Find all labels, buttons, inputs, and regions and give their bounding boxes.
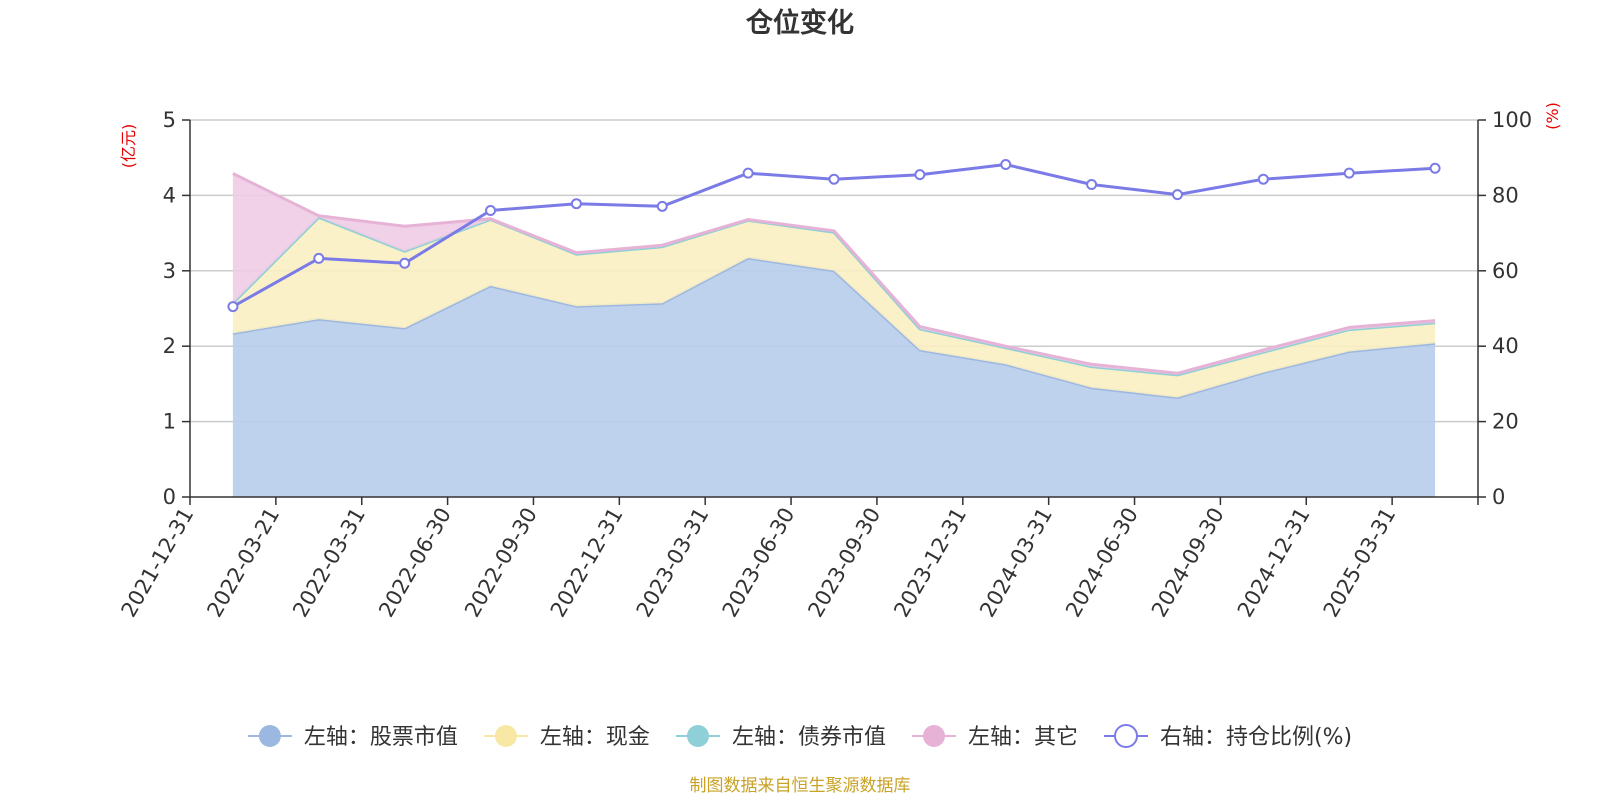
x-tick-label: 2024-09-30 <box>1147 504 1229 622</box>
legend-marker <box>258 725 281 747</box>
ratio-point <box>1086 178 1098 190</box>
ratio-point <box>1429 162 1441 174</box>
right-tick-label: 0 <box>1492 485 1505 509</box>
legend-marker <box>923 725 945 747</box>
right-tick-label: 40 <box>1492 334 1519 358</box>
x-tick-label: 2023-03-31 <box>632 504 714 622</box>
chart-title: 仓位变化 <box>745 7 854 39</box>
legend-label: 左轴：现金 <box>540 725 650 750</box>
legend-marker <box>1114 724 1138 748</box>
legend-marker <box>687 725 709 747</box>
legend-item: 左轴：其它 <box>912 725 1078 750</box>
left-tick-label: 2 <box>163 334 176 358</box>
legend-item: 左轴：债券市值 <box>676 725 886 750</box>
x-tick-label: 2023-06-30 <box>718 504 800 622</box>
ratio-point <box>399 257 411 269</box>
left-tick-label: 4 <box>163 183 176 207</box>
left-tick-label: 3 <box>163 259 176 283</box>
x-tick-label: 2022-03-21 <box>202 504 284 622</box>
x-tick-label: 2023-12-31 <box>889 504 971 622</box>
ratio-point <box>227 301 239 313</box>
x-tick-label: 2024-03-31 <box>975 504 1057 622</box>
area-edge-左轴：其它 <box>232 172 1436 375</box>
stacked-areas <box>231 172 1436 497</box>
x-tick-label: 2023-09-30 <box>803 504 885 622</box>
x-tick-label: 2022-03-31 <box>288 504 370 622</box>
x-tick-label: 2022-09-30 <box>460 504 542 622</box>
right-tick-label: 100 <box>1492 108 1532 132</box>
ratio-point <box>656 200 668 212</box>
ratio-point <box>1000 158 1012 170</box>
x-tick-label: 2024-12-31 <box>1233 504 1315 622</box>
x-tick-label: 2022-12-31 <box>546 504 628 622</box>
ratio-point <box>1171 189 1183 201</box>
right-tick-label: 80 <box>1492 183 1519 207</box>
ratio-point <box>914 169 926 181</box>
left-tick-label: 5 <box>163 108 176 132</box>
ratio-point <box>1257 173 1269 185</box>
right-axis-unit: (%) <box>1543 102 1562 130</box>
legend-item: 左轴：股票市值 <box>247 725 458 750</box>
left-tick-label: 0 <box>163 485 176 509</box>
legend-label: 左轴：债券市值 <box>732 725 886 750</box>
right-tick-label: 20 <box>1492 410 1519 434</box>
ratio-point <box>742 167 754 179</box>
ratio-point <box>570 198 582 210</box>
ratio-point <box>1343 167 1355 179</box>
legend-item: 右轴：持仓比例(%) <box>1104 724 1352 750</box>
ratio-point <box>828 173 840 185</box>
legend-label: 右轴：持仓比例(%) <box>1160 725 1352 750</box>
ratio-point <box>313 252 325 264</box>
legend-label: 左轴：其它 <box>968 725 1078 750</box>
left-tick-label: 1 <box>163 410 176 434</box>
area-左轴：现金 <box>232 217 1436 398</box>
x-tick-label: 2024-06-30 <box>1061 504 1143 622</box>
ratio-point <box>485 204 497 216</box>
legend: 左轴：股票市值 左轴：现金 左轴：债券市值 左轴：其它 右轴：持仓比例(%) <box>247 724 1352 750</box>
legend-item: 左轴：现金 <box>483 725 650 750</box>
legend-label: 左轴：股票市值 <box>304 725 458 750</box>
left-axis-unit: (亿元) <box>119 124 138 169</box>
right-tick-label: 60 <box>1492 259 1519 283</box>
legend-marker <box>494 725 517 747</box>
ratio-line <box>227 158 1441 313</box>
source-note: 制图数据来自恒生聚源数据库 <box>690 776 911 796</box>
area-左轴：股票市值 <box>232 258 1436 497</box>
x-tick-label: 2022-06-30 <box>374 504 456 622</box>
x-tick-label: 2021-12-31 <box>117 504 199 622</box>
x-tick-label: 2025-03-31 <box>1319 504 1401 622</box>
